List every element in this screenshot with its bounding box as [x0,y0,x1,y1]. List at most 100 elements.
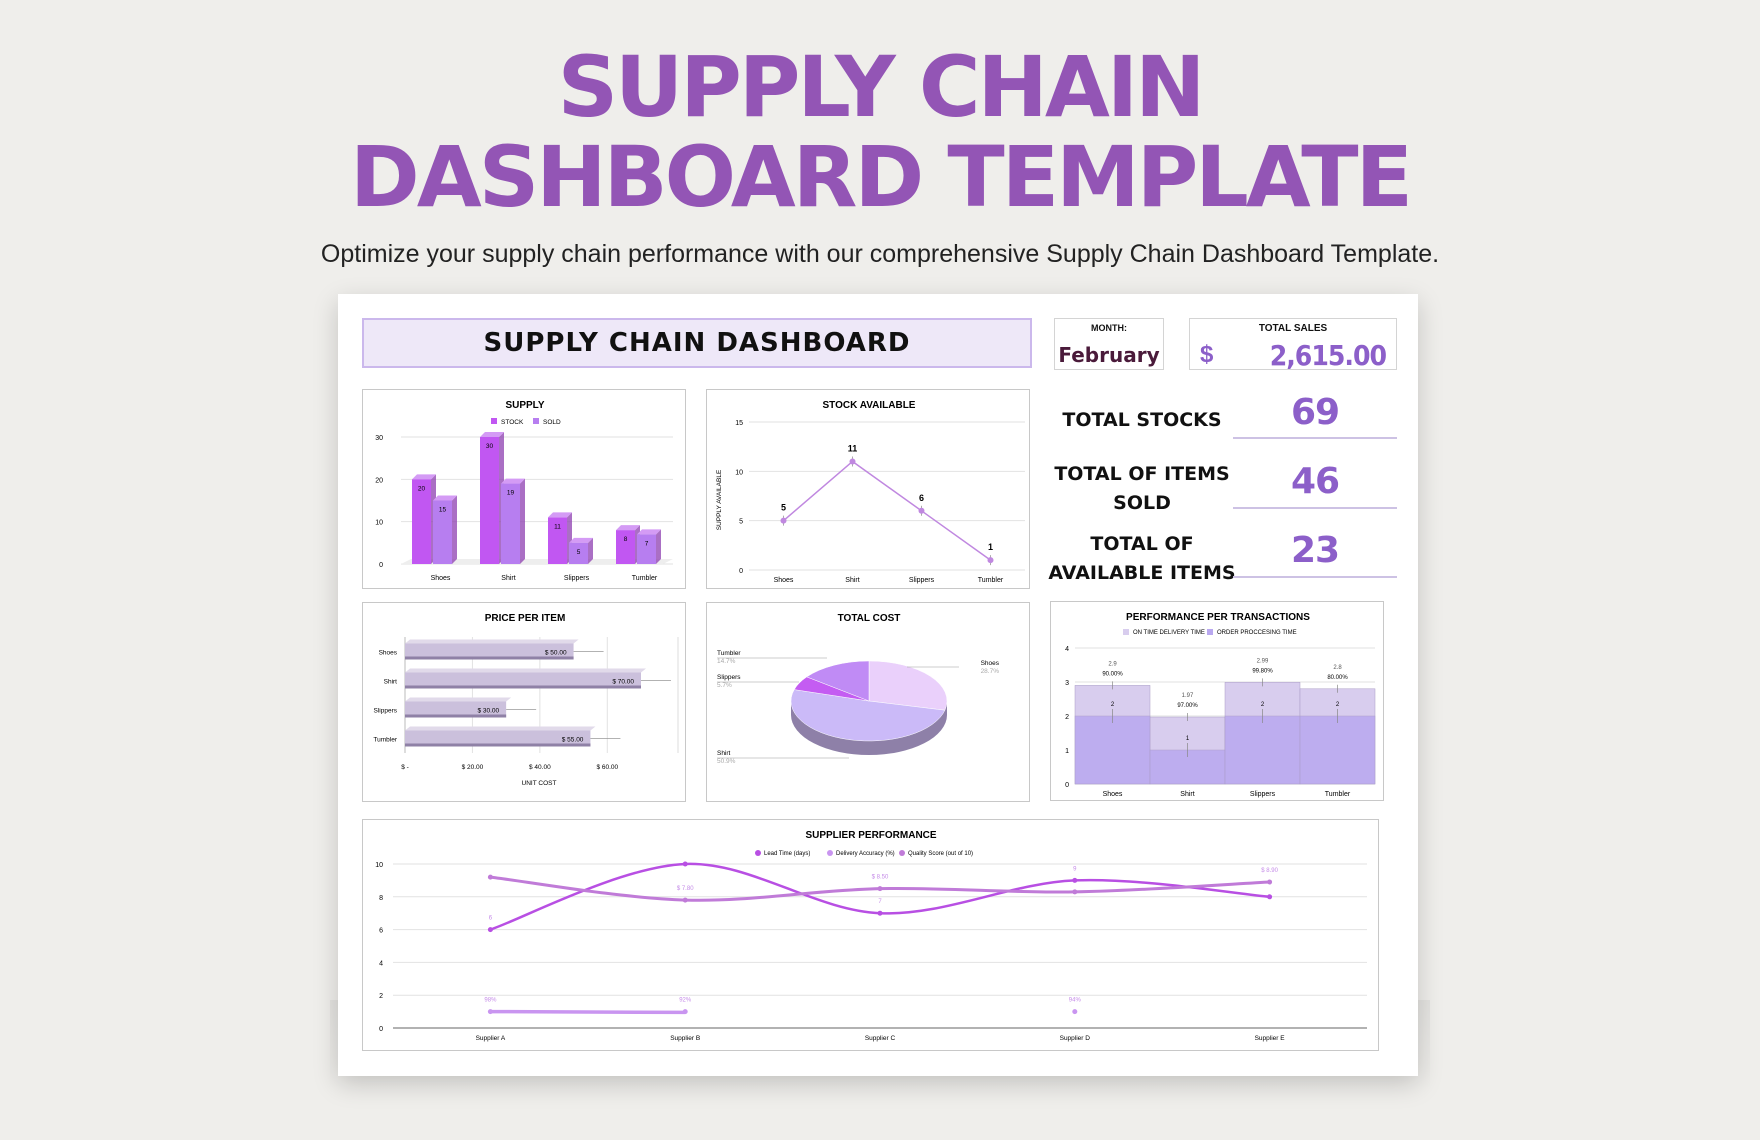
bar-top [405,726,596,731]
data-label: 2.9 [1108,661,1117,667]
percent-label: 80.00% [1327,675,1348,681]
data-label: 5 [577,549,581,556]
bar-side [520,478,525,564]
x-tick-label: Shirt [1180,791,1194,798]
bar-top [501,478,525,484]
legend-label: Delivery Accuracy (%) [836,851,895,857]
bar [637,534,656,564]
data-label: 2 [1111,702,1115,708]
bar [548,517,567,564]
data-point [1267,879,1273,885]
legend-swatch [1207,629,1213,635]
bar-side [588,537,593,564]
y-tick-label: 10 [735,469,743,476]
data-point [918,507,925,514]
area-step [1224,715,1301,785]
x-tick-label: Supplier D [1060,1035,1091,1042]
sales-currency: $ [1200,341,1214,368]
y-tick-label: 4 [1065,646,1069,653]
legend-swatch [899,850,905,856]
total-sales-box: TOTAL SALES $ 2,615.00 [1189,318,1397,372]
data-label: 7 [878,899,882,905]
data-label: 2 [1336,702,1340,708]
data-label: 15 [439,507,447,514]
hero-title-line2: DASHBOARD TEMPLATE [350,128,1413,226]
total-cost-chart-panel: TOTAL COST Shoes 28.7% Shirt 50.9% Slippers 5.… [706,602,1030,802]
data-label: 8 [624,536,628,543]
price-per-item-chart-panel: PRICE PER ITEM $ - $ 20.00 $ 40.00 $ 60.00 UN… [362,602,686,802]
kpi-items-sold-label: TOTAL OF ITEMS SOLD [1042,460,1242,518]
y-tick-label: 8 [379,895,383,902]
x-tick-label: $ 40.00 [529,764,551,771]
y-tick-label: 1 [1065,748,1069,755]
kpi-divider [1233,507,1397,509]
bar [412,479,431,564]
bar-top [616,525,640,531]
data-label: 2.8 [1333,665,1342,671]
bar [405,701,507,718]
kpi-label-line1: TOTAL OF ITEMS [1054,463,1230,485]
total-sales-label: TOTAL SALES [1258,323,1328,334]
x-tick-label: Shirt [845,577,859,584]
bar [616,530,635,564]
data-point [682,1009,688,1015]
data-point [487,1009,493,1015]
percent-label: 97.00% [1177,703,1198,709]
x-tick-label: Shoes [774,577,794,584]
y-tick-label: 15 [735,420,743,427]
bar-side [656,529,661,564]
bar-shade [405,743,591,747]
bar-shade [405,656,574,660]
data-label: 20 [418,485,426,492]
data-label: 5 [781,503,786,513]
bar [405,730,591,747]
price-per-item-chart: PRICE PER ITEM $ - $ 20.00 $ 40.00 $ 60.00 UN… [373,613,679,787]
bar-top [405,697,512,702]
pie-slice [790,689,946,742]
chart-title: TOTAL COST [838,613,901,624]
percent-label: 90.00% [1102,671,1123,677]
y-tick-label: 5 [739,519,743,526]
data-label: $ 7.80 [677,886,694,892]
chart-title: STOCK AVAILABLE [823,400,916,411]
y-tick-label: Tumbler [373,737,397,744]
y-tick-label: 3 [1065,680,1069,687]
data-label: 9 [1073,866,1077,872]
y-axis-label: SUPPLY AVAILABLE [716,469,723,530]
bar [405,643,574,660]
data-label: $ 8.90 [1261,868,1278,874]
data-point [682,897,688,903]
slice-percent-label: 50.9% [717,758,736,765]
data-point [1267,894,1273,900]
legend-swatch [533,418,539,424]
y-tick-label: 20 [375,477,383,484]
legend-label: ON TIME DELIVERY TIME [1133,630,1205,636]
data-label: 11 [554,523,561,530]
month-box[interactable]: MONTH: February [1054,318,1164,370]
chart-title: SUPPLIER PERFORMANCE [805,830,936,841]
slice-name-label: Slippers [717,674,741,681]
data-point [487,874,493,880]
stock-available-chart-panel: STOCK AVAILABLE 0 5 10 15 SUPPLY AVAILABLE 5 Sh… [706,389,1030,589]
bar [569,542,588,564]
x-tick-label: Supplier A [476,1035,506,1042]
bar-top [569,537,593,543]
x-tick-label: Slippers [564,575,590,582]
data-point [877,910,883,916]
dashboard-sheet: SUPPLY CHAIN DASHBOARD MONTH: February T… [338,294,1418,1076]
supplier-performance-chart: SUPPLIER PERFORMANCE Lead Time (days) Deli… [375,830,1367,1042]
month-value: February [1058,343,1160,367]
bar-top [412,474,436,480]
pie-slice [806,660,870,702]
dashboard-title: SUPPLY CHAIN DASHBOARD [362,318,1032,368]
y-tick-label: 2 [379,993,383,1000]
data-label: 7 [645,540,649,547]
bar-top [637,529,661,535]
data-label: 11 [848,443,858,453]
slice-name-label: Shirt [717,750,731,757]
chart-floor [401,559,673,564]
data-point [1072,1009,1078,1015]
legend-label: Quality Score (out of 10) [908,851,973,857]
kpi-label-line1: TOTAL STOCKS [1062,409,1222,431]
